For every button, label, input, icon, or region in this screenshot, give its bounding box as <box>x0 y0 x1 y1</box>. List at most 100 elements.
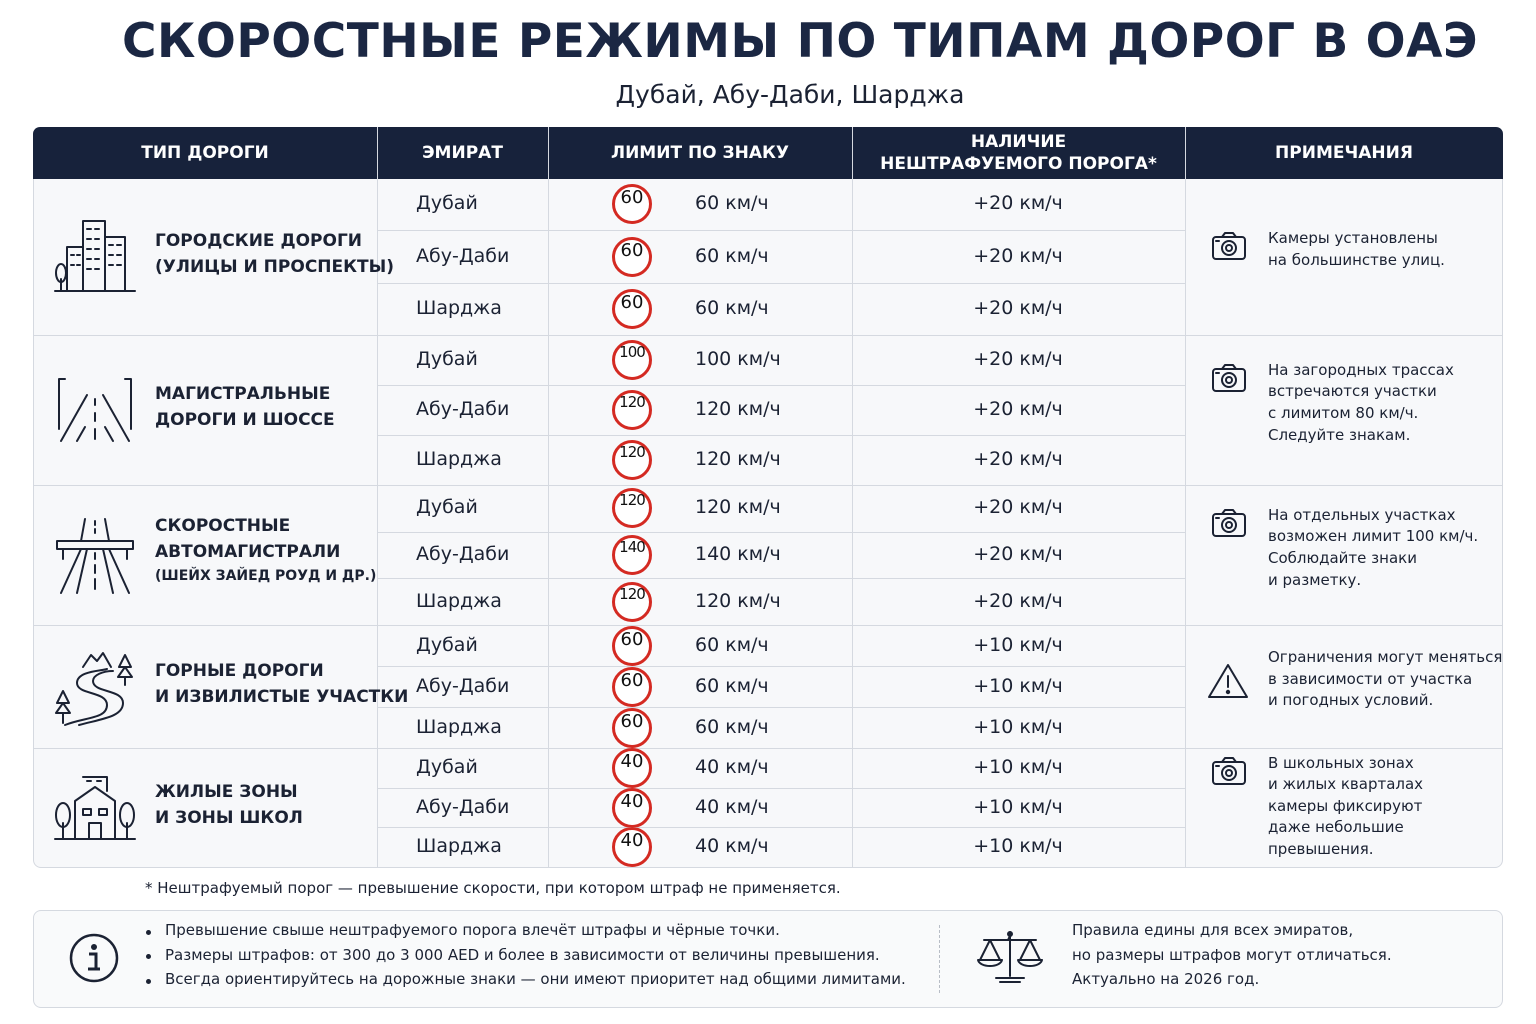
row-divider <box>377 666 1185 667</box>
speed-sign: 60 <box>612 625 652 666</box>
bullet-dot <box>146 929 151 935</box>
emirate: Шарджа <box>416 715 502 738</box>
speed-sign: 60 <box>612 707 652 748</box>
threshold: +20 км/ч <box>973 496 1063 519</box>
limit: 100 км/ч <box>695 348 781 370</box>
road-icon <box>53 217 137 301</box>
bullet-dot <box>146 954 151 959</box>
column-header: ЭМИРАТ <box>422 143 503 163</box>
limit: 60 км/ч <box>695 296 769 319</box>
emirate: Абу-Даби <box>416 244 510 267</box>
note: На загородных трассах <box>1268 360 1454 379</box>
road-icon <box>53 773 137 847</box>
threshold: +10 км/ч <box>973 835 1063 858</box>
road-type: ГОРНЫЕ ДОРОГИ <box>155 660 324 681</box>
limit: 40 км/ч <box>695 755 769 778</box>
road-icon <box>55 515 135 599</box>
speed-sign: 40 <box>612 747 652 788</box>
note: Соблюдайте знаки <box>1268 549 1417 567</box>
note: даже небольшие <box>1268 818 1404 837</box>
note: и разметку. <box>1268 570 1362 589</box>
limit: 120 км/ч <box>695 496 781 519</box>
column-divider <box>1185 127 1186 868</box>
emirate: Дубай <box>416 496 478 519</box>
road-type: И ИЗВИЛИСТЫЕ УЧАСТКИ <box>155 686 409 707</box>
threshold: +20 км/ч <box>973 244 1063 267</box>
note: В школьных зонах <box>1268 753 1414 772</box>
limit: 60 км/ч <box>695 674 769 697</box>
road-type: АВТОМАГИСТРАЛИ <box>155 542 341 562</box>
note-icon <box>1211 756 1247 790</box>
threshold: +10 км/ч <box>973 633 1063 656</box>
bullet: Превышение свыше нештрафуемого порога вл… <box>165 921 780 939</box>
note: на большинстве улиц. <box>1268 250 1445 269</box>
road-type: (УЛИЦЫ И ПРОСПЕКТЫ) <box>155 256 395 277</box>
group-divider <box>33 748 1503 749</box>
speed-sign: 120 <box>612 488 652 529</box>
limit: 40 км/ч <box>695 795 769 818</box>
emirate: Дубай <box>416 755 478 778</box>
limit: 140 км/ч <box>695 543 781 565</box>
threshold: +20 км/ч <box>973 398 1063 420</box>
threshold: +10 км/ч <box>973 795 1063 818</box>
emirate: Абу-Даби <box>416 795 510 818</box>
emirate: Дубай <box>416 348 478 370</box>
road-type: И ЗОНЫ ШКОЛ <box>155 807 303 828</box>
note-icon <box>1211 363 1247 397</box>
emirate: Абу-Даби <box>416 398 510 420</box>
threshold: +20 км/ч <box>973 296 1063 319</box>
column-divider <box>852 127 853 868</box>
row-divider <box>377 827 1185 829</box>
note: встречаются участки <box>1268 382 1437 401</box>
limit: 60 км/ч <box>695 633 769 656</box>
row-divider <box>377 707 1185 708</box>
footnote: * Нештрафуемый порог — превышение скорос… <box>145 879 841 897</box>
table-body <box>33 127 1503 868</box>
speed-sign: 140 <box>612 535 652 575</box>
subtitle: Дубай, Абу-Даби, Шарджа <box>615 80 965 109</box>
table-header <box>33 127 1503 179</box>
note: Камеры установлены <box>1268 228 1438 247</box>
emirate: Дубай <box>416 192 478 215</box>
speed-sign: 120 <box>612 390 652 430</box>
column-header: НЕШТРАФУЕМОГО ПОРОГА* <box>880 154 1157 174</box>
threshold: +10 км/ч <box>973 674 1063 697</box>
column-divider <box>548 127 549 868</box>
limit: 60 км/ч <box>695 192 769 215</box>
note: возможен лимит 100 км/ч. <box>1268 527 1479 546</box>
info-box <box>33 910 1503 1008</box>
bullet-dot <box>146 978 151 984</box>
column-header: ТИП ДОРОГИ <box>141 143 269 163</box>
road-icon <box>53 647 137 731</box>
group-divider <box>33 485 1503 486</box>
column-header: ЛИМИТ ПО ЗНАКУ <box>610 143 790 163</box>
row-divider <box>377 531 1185 533</box>
bullet: Всегда ориентируйтесь на дорожные знаки … <box>165 970 906 988</box>
threshold: +20 км/ч <box>973 543 1063 565</box>
emirate: Шарджа <box>416 448 502 470</box>
emirate: Шарджа <box>416 296 502 319</box>
column-header: ПРИМЕЧАНИЯ <box>1275 143 1413 163</box>
row-divider <box>377 787 1185 789</box>
road-type: ЖИЛЫЕ ЗОНЫ <box>155 781 298 802</box>
note-icon <box>1207 662 1249 704</box>
row-divider <box>377 435 1185 436</box>
note: Ограничения могут меняться <box>1268 648 1503 667</box>
column-header: НАЛИЧИЕ <box>970 132 1067 152</box>
emirate: Абу-Даби <box>416 674 510 697</box>
note-icon <box>1211 508 1247 542</box>
threshold: +20 км/ч <box>973 192 1063 215</box>
speed-sign: 120 <box>612 440 652 480</box>
speed-sign: 60 <box>612 288 652 329</box>
road-type: СКОРОСТНЫЕ <box>155 516 291 536</box>
info-icon <box>68 932 120 988</box>
row-divider <box>377 385 1185 386</box>
column-divider <box>377 127 378 868</box>
speed-sign: 100 <box>612 340 652 380</box>
threshold: +20 км/ч <box>973 348 1063 370</box>
note: Следуйте знакам. <box>1268 425 1411 444</box>
threshold: +10 км/ч <box>973 755 1063 778</box>
limit: 120 км/ч <box>695 448 781 470</box>
note: превышения. <box>1268 839 1374 858</box>
